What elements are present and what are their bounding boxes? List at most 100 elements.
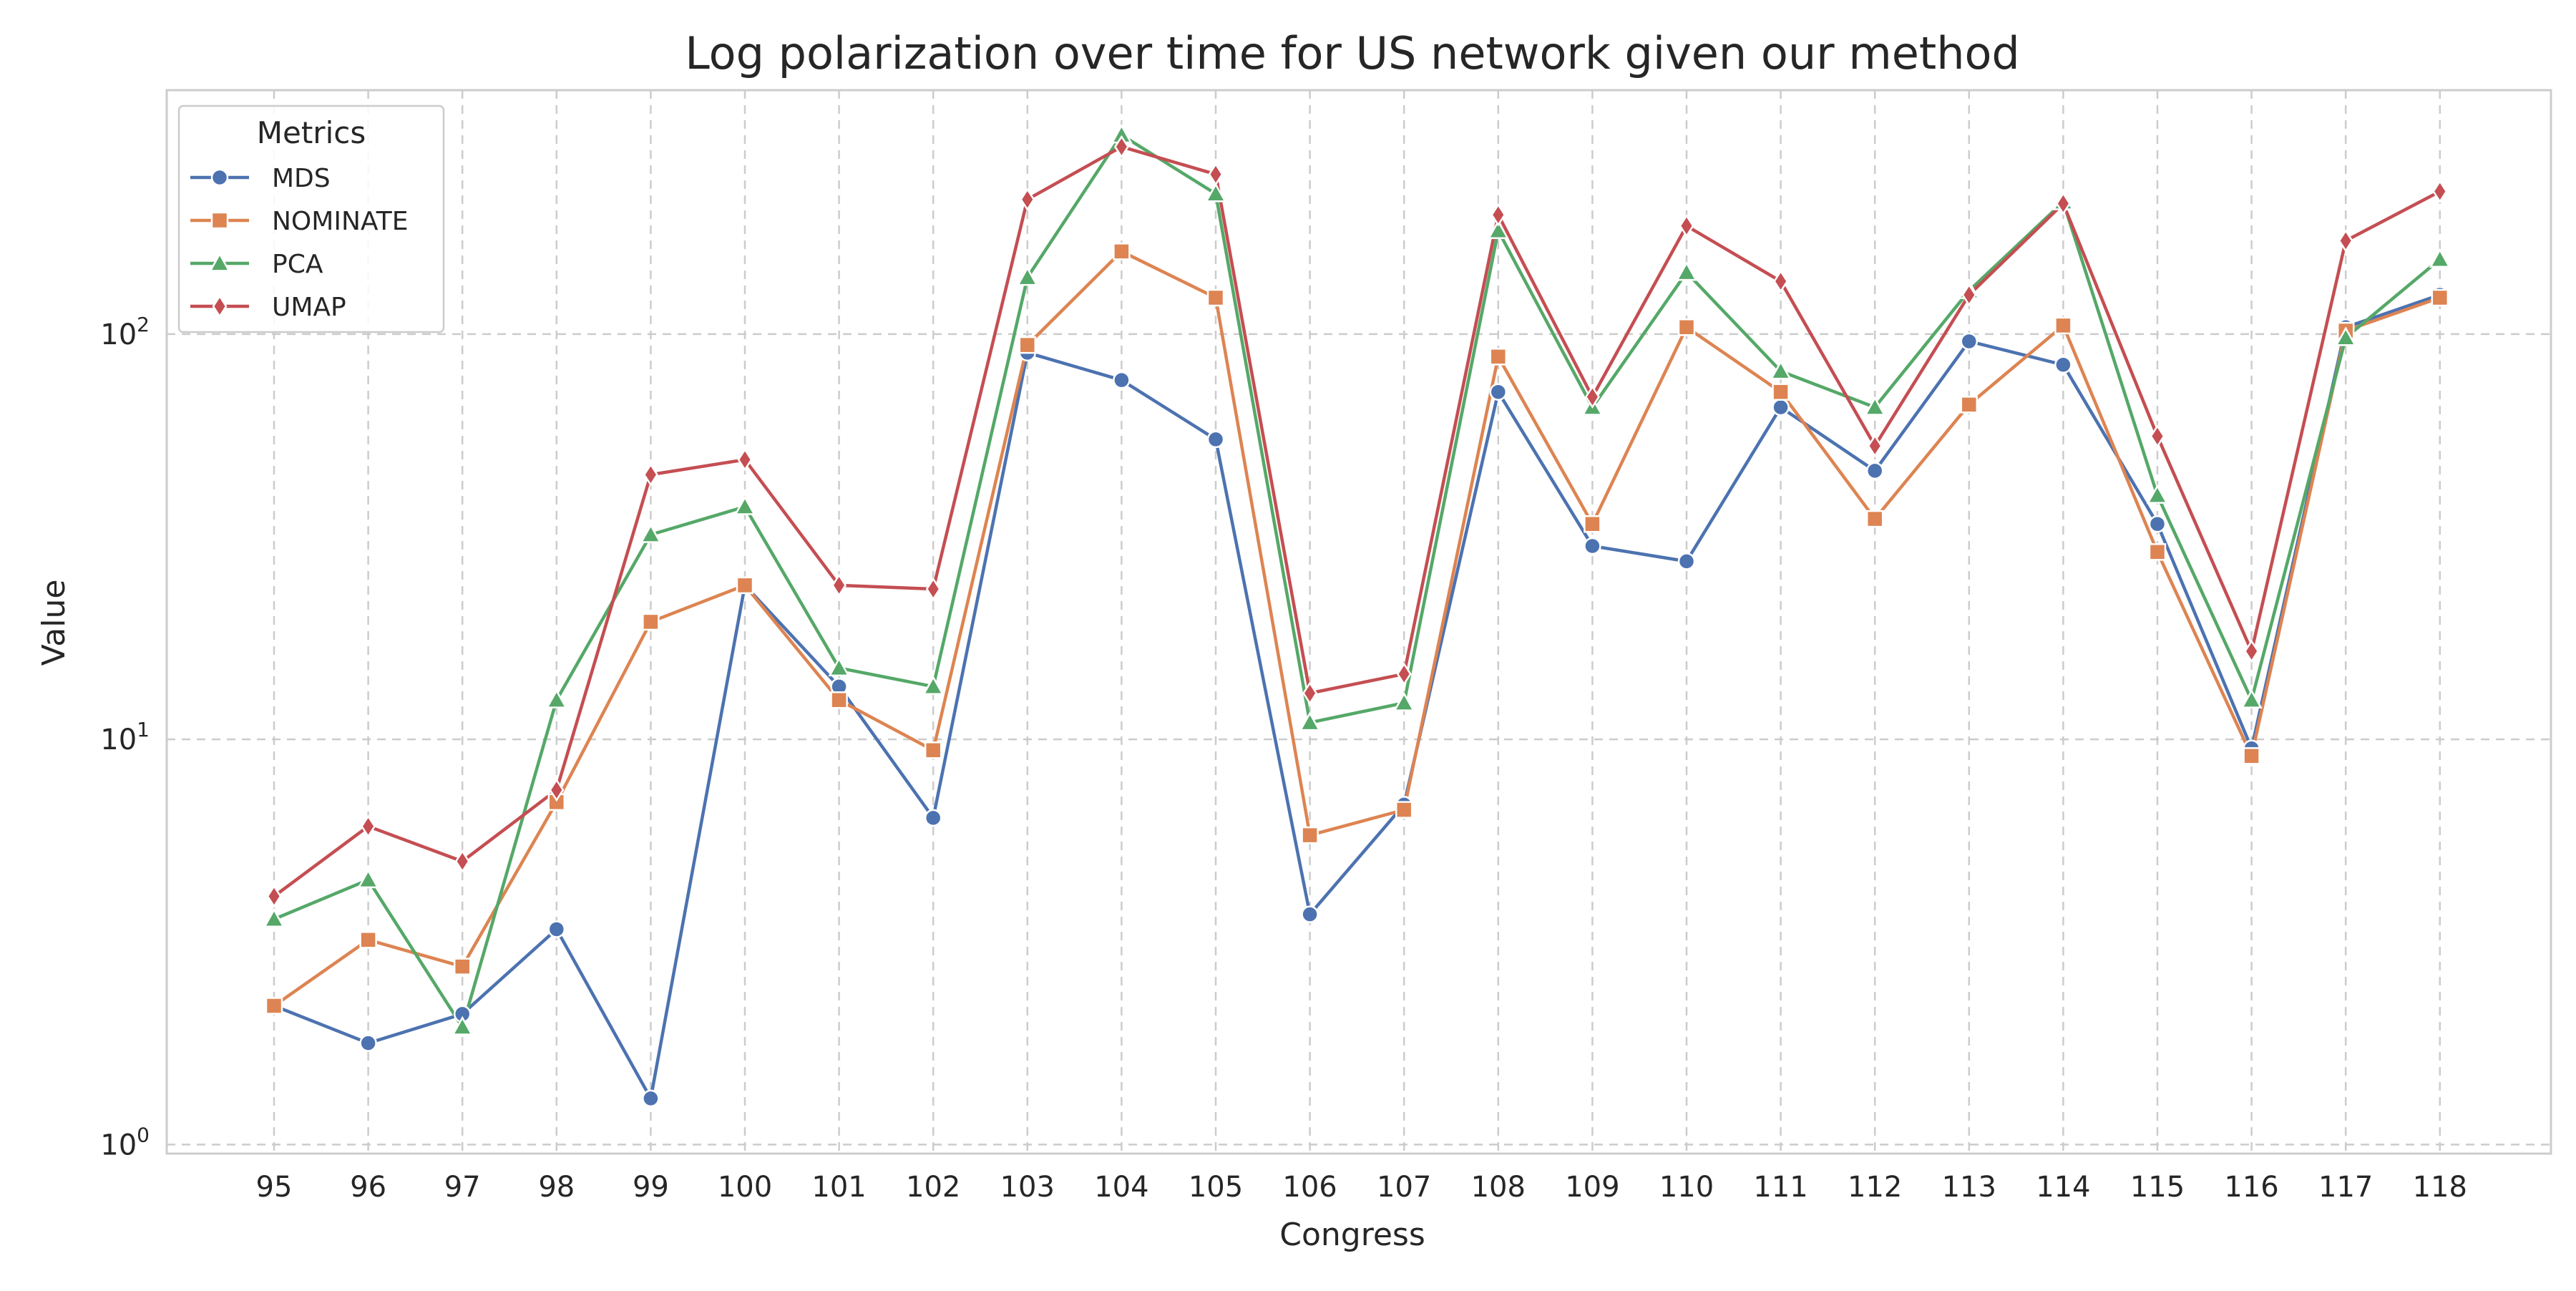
data-point-mds: [1584, 537, 1601, 555]
data-point-pca: [1770, 360, 1792, 380]
data-point-umap: [454, 849, 470, 873]
data-point-mds: [1206, 430, 1225, 449]
data-point-pca: [640, 523, 662, 543]
legend-marker-nominate: [210, 211, 229, 230]
legend-label-mds: MDS: [272, 164, 331, 193]
data-point-nominate: [736, 576, 754, 595]
x-tick-label: 117: [2318, 1171, 2373, 1204]
data-point-pca: [2240, 688, 2263, 708]
x-tick-label: 116: [2224, 1171, 2278, 1204]
data-point-nominate: [2431, 288, 2449, 307]
data-point-nominate: [359, 931, 377, 949]
data-point-mds: [2054, 356, 2072, 374]
data-point-pca: [1864, 396, 1886, 416]
data-point-umap: [549, 778, 565, 802]
x-tick-label: 115: [2130, 1171, 2185, 1204]
series-line-pca: [273, 133, 2441, 1029]
plot-frame: [165, 89, 2552, 1155]
x-tick-label: 95: [256, 1171, 293, 1204]
data-point-nominate: [1584, 515, 1601, 533]
x-tick-label: 111: [1753, 1171, 1807, 1204]
data-point-nominate: [1018, 336, 1037, 354]
data-point-nominate: [1395, 801, 1413, 819]
data-point-pca: [1016, 266, 1038, 286]
x-tick-label: 108: [1471, 1171, 1526, 1204]
x-tick-label: 106: [1282, 1171, 1337, 1204]
data-point-nominate: [265, 997, 283, 1015]
data-point-pca: [828, 656, 850, 677]
data-point-mds: [1865, 462, 1884, 480]
x-tick-label: 118: [2413, 1171, 2467, 1204]
data-point-umap: [1679, 214, 1694, 238]
data-point-mds: [1113, 371, 1131, 389]
data-point-umap: [2244, 639, 2260, 663]
legend-marker-umap: [212, 294, 228, 318]
x-tick-label: 113: [1942, 1171, 1996, 1204]
y-tick-label: 101: [100, 718, 150, 756]
legend-box: [177, 104, 445, 333]
data-point-umap: [831, 573, 847, 598]
data-point-pca: [922, 675, 945, 695]
data-point-pca: [263, 907, 286, 928]
data-point-mds: [924, 809, 942, 827]
data-point-pca: [2335, 326, 2357, 346]
data-point-pca: [452, 1015, 474, 1036]
data-point-pca: [733, 495, 756, 515]
data-point-mds: [1677, 552, 1696, 570]
data-point-mds: [1772, 398, 1790, 416]
x-tick-label: 102: [906, 1171, 960, 1204]
legend: Metrics MDS NOMINATE PCA UMAP: [177, 104, 445, 333]
data-point-mds: [1489, 383, 1508, 401]
data-point-umap: [2055, 192, 2071, 215]
data-point-umap: [1867, 434, 1883, 458]
data-point-mds: [2148, 515, 2167, 533]
series-line-mds: [273, 293, 2441, 1101]
data-point-umap: [1208, 162, 1224, 186]
data-point-umap: [643, 462, 658, 487]
x-tick-label: 104: [1094, 1171, 1148, 1204]
data-point-nominate: [830, 691, 848, 709]
x-tick-label: 99: [633, 1171, 669, 1204]
legend-label-nominate: NOMINATE: [272, 207, 408, 236]
data-point-umap: [2338, 229, 2353, 253]
data-point-pca: [2429, 248, 2451, 268]
data-point-umap: [1302, 681, 1318, 705]
data-point-mds: [547, 920, 566, 938]
y-axis-label: Value: [36, 580, 72, 666]
data-point-umap: [2150, 424, 2165, 448]
data-point-umap: [737, 448, 753, 472]
legend-marker-pca: [208, 252, 231, 272]
data-point-mds: [642, 1089, 660, 1108]
data-point-nominate: [1301, 826, 1319, 844]
data-point-umap: [1961, 283, 1977, 307]
legend-title: Metrics: [257, 115, 366, 150]
data-point-nominate: [1206, 288, 1225, 307]
data-point-pca: [1675, 261, 1698, 281]
data-point-nominate: [453, 958, 472, 975]
data-point-umap: [266, 885, 282, 908]
x-tick-label: 105: [1189, 1171, 1243, 1204]
series-line-umap: [273, 145, 2441, 898]
data-point-pca: [1204, 182, 1227, 203]
data-point-nominate: [2054, 316, 2072, 335]
data-point-nominate: [1865, 510, 1884, 528]
data-point-umap: [1491, 203, 1506, 227]
data-point-nominate: [1113, 243, 1131, 260]
data-point-umap: [925, 577, 941, 601]
data-point-pca: [1393, 691, 1415, 711]
data-point-nominate: [1772, 383, 1790, 401]
data-point-mds: [1301, 905, 1319, 923]
data-point-umap: [1396, 662, 1412, 686]
data-point-nominate: [1489, 348, 1508, 366]
data-point-umap: [1020, 187, 1035, 211]
data-point-nominate: [2148, 543, 2167, 561]
x-tick-label: 96: [350, 1171, 386, 1204]
x-tick-label: 97: [444, 1171, 481, 1204]
data-point-nominate: [642, 613, 660, 631]
x-tick-label: 98: [538, 1171, 575, 1204]
x-tick-label: 109: [1565, 1171, 1619, 1204]
series-line-nominate: [273, 250, 2441, 1008]
x-tick-label: 114: [2036, 1171, 2090, 1204]
